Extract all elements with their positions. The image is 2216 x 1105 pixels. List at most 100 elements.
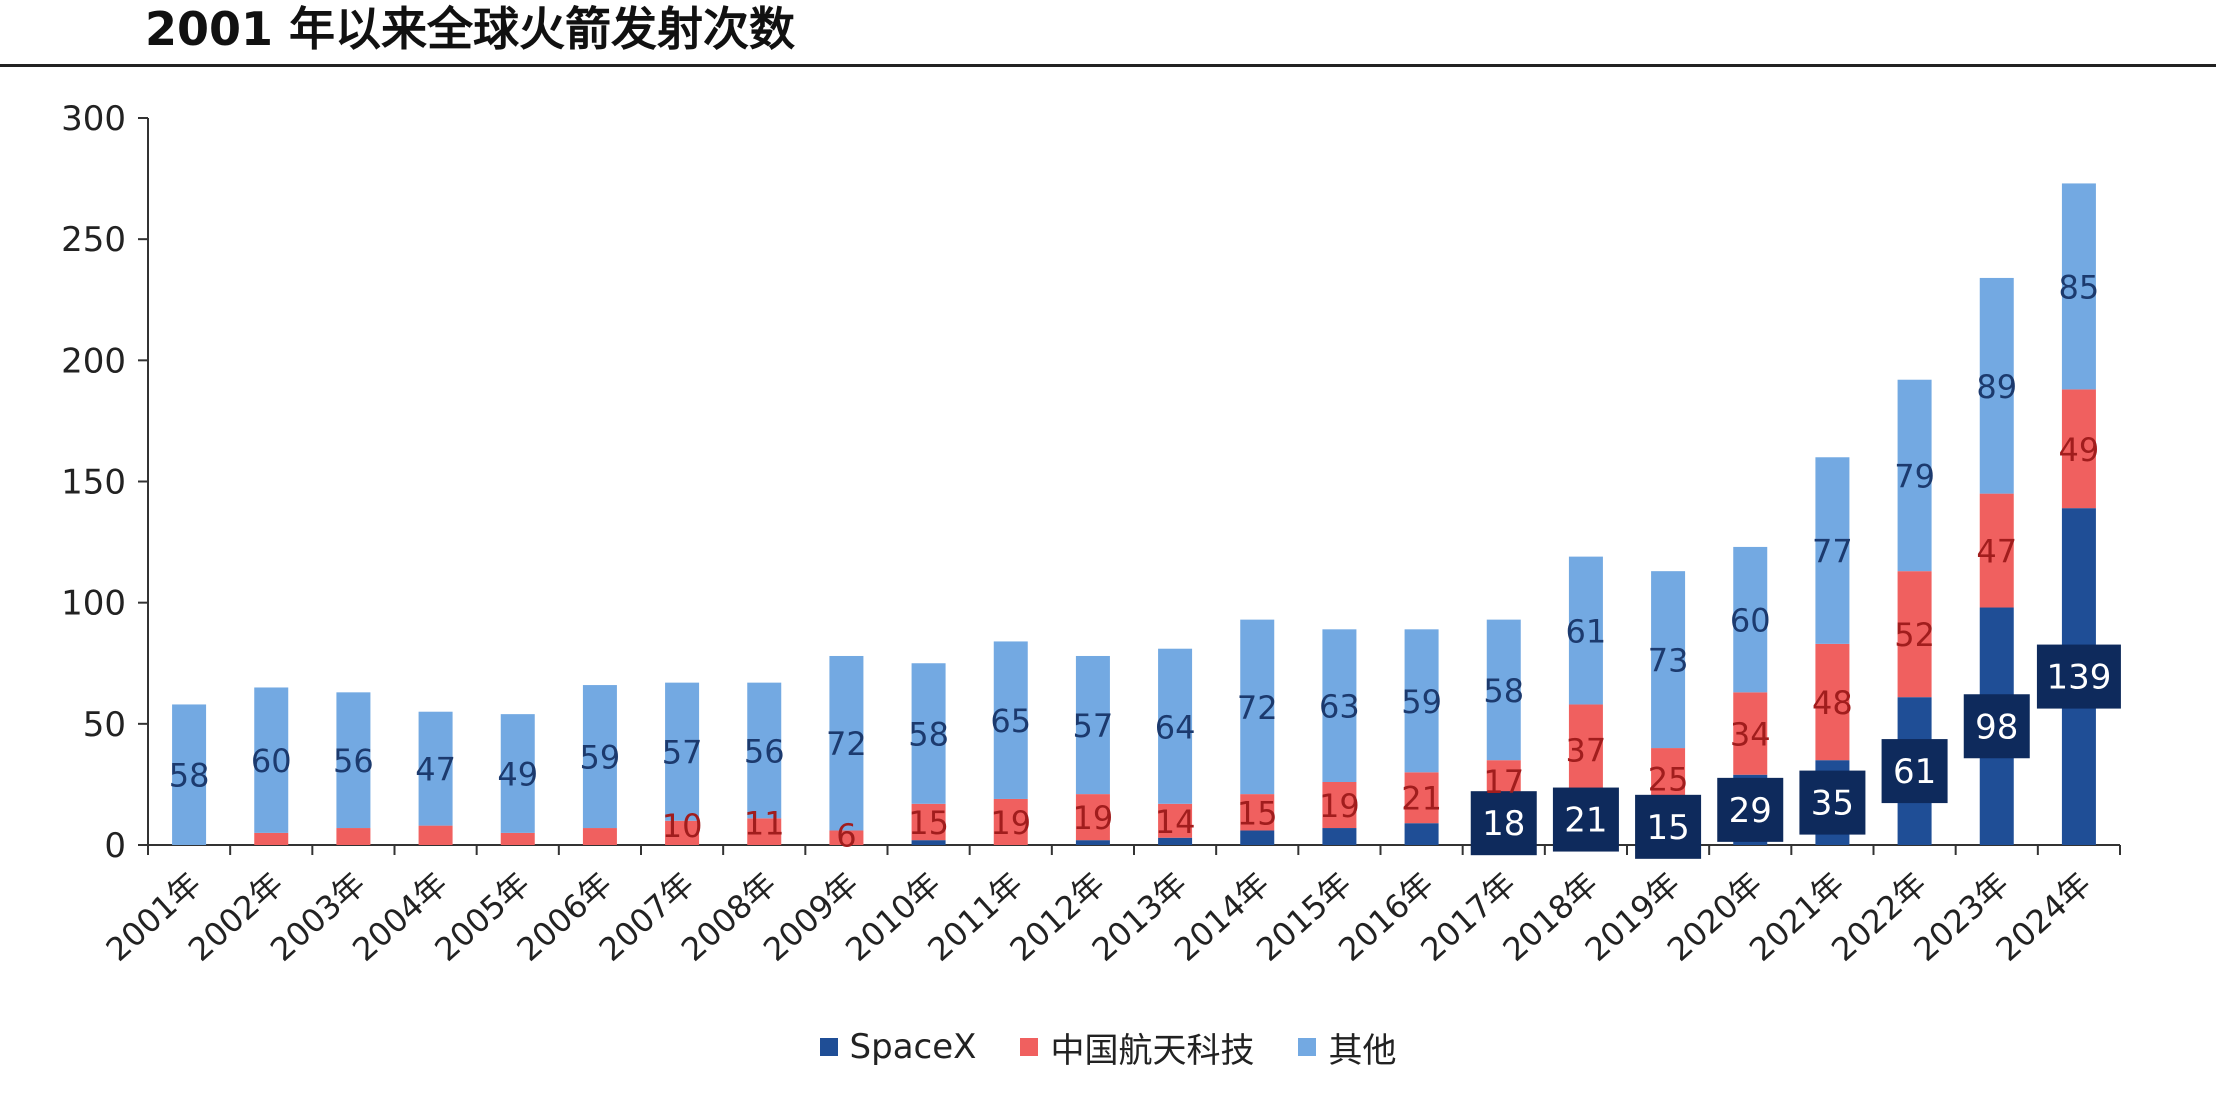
data-label-other: 58: [1483, 672, 1524, 710]
bar-segment-casc: [1404, 772, 1439, 824]
y-tick-label: 300: [61, 99, 126, 139]
bar-segment-other: [2061, 183, 2096, 390]
y-tick-label: 0: [104, 826, 126, 866]
data-label-other: 59: [1401, 683, 1442, 721]
bar-segment-other: [829, 655, 864, 831]
data-label-other: 57: [1073, 707, 1114, 745]
data-label-box-spacex: [1470, 791, 1537, 856]
legend-label-casc: 中国航天科技: [1050, 1030, 1255, 1071]
bar-segment-other: [911, 663, 946, 804]
bar-segment-other: [1075, 655, 1110, 795]
bar-segment-casc: [1075, 794, 1110, 841]
title-rule: [0, 64, 2216, 67]
bar-segment-other: [1733, 546, 1768, 693]
bar-segment-other: [336, 692, 371, 829]
bar-segment-spacex: [1240, 830, 1275, 845]
data-label-other: 60: [1730, 602, 1771, 640]
data-label-other: 47: [415, 751, 456, 789]
legend-swatch-other: [1298, 1038, 1317, 1056]
bar-segment-spacex: [1322, 828, 1357, 845]
data-label-other: 79: [1894, 457, 1935, 495]
data-label-other: 73: [1648, 642, 1689, 680]
data-label-other: 58: [169, 757, 210, 795]
bar-segment-other: [1979, 277, 2014, 494]
bar-segment-casc: [1815, 643, 1850, 761]
bar-segment-other: [1404, 629, 1439, 773]
bar-segment-casc: [665, 820, 700, 845]
bar-segment-spacex: [1158, 837, 1193, 845]
data-label-box-spacex: [1552, 787, 1619, 852]
data-label-casc: 17: [1483, 763, 1524, 801]
data-label-other: 57: [662, 734, 703, 772]
data-label-casc: 10: [662, 807, 703, 845]
bar-segment-other: [747, 682, 782, 819]
bar-segment-other: [1486, 619, 1521, 761]
bars: [172, 183, 2096, 845]
data-label-spacex: 21: [1564, 801, 1607, 841]
bar-segment-casc: [993, 798, 1028, 845]
data-label-other: 49: [497, 756, 538, 794]
data-label-casc: 48: [1812, 684, 1853, 722]
bar-segment-casc: [582, 828, 617, 845]
bar-segment-other: [1322, 629, 1357, 782]
bar-segment-casc: [500, 832, 535, 845]
data-label-spacex: 139: [2046, 658, 2111, 698]
data-label-box-spacex: [1881, 739, 1948, 804]
data-label-spacex: 98: [1975, 707, 2018, 747]
data-label-other: 72: [1237, 689, 1278, 727]
data-label-box-spacex: [1963, 694, 2030, 759]
data-label-other: 56: [744, 732, 785, 770]
bar-segment-other: [418, 711, 453, 826]
data-label-casc: 6: [836, 816, 856, 854]
x-axis: 2001年2002年2003年2004年2005年2006年2007年2008年…: [99, 844, 2121, 969]
data-label-spacex: 15: [1646, 808, 1689, 848]
bar-segment-casc: [2061, 389, 2096, 509]
data-label-other: 77: [1812, 533, 1853, 571]
y-tick-label: 50: [83, 705, 126, 745]
bar-segment-casc: [829, 830, 864, 845]
data-label-other: 56: [333, 742, 374, 780]
data-label-other: 89: [1976, 368, 2017, 406]
y-tick-label: 250: [61, 220, 126, 260]
data-label-other: 58: [908, 716, 949, 754]
data-label-casc: 49: [2059, 431, 2100, 469]
legend-swatch-spacex: [819, 1038, 838, 1056]
data-label-spacex: 35: [1811, 784, 1854, 824]
data-label-spacex: 61: [1893, 752, 1936, 792]
data-label-other: 61: [1566, 613, 1607, 651]
y-tick-label: 150: [61, 463, 126, 503]
data-label-spacex: 29: [1729, 791, 1772, 831]
data-label-other: 72: [826, 725, 867, 763]
bar-segment-other: [254, 687, 289, 833]
x-tick-label: 2024年: [1989, 865, 2099, 969]
bar-segment-casc: [1322, 781, 1357, 829]
bar-segment-spacex: [911, 840, 946, 845]
data-label-box-spacex: [1717, 777, 1784, 842]
bar-segment-other: [582, 685, 617, 829]
data-label-box-spacex: [2036, 644, 2121, 709]
data-label-other: 85: [2059, 268, 2100, 306]
data-label-box-spacex: [1799, 770, 1866, 835]
bar-segment-spacex: [1404, 823, 1439, 845]
bar-segment-casc: [747, 818, 782, 845]
data-label-other: 59: [580, 739, 621, 777]
bar-segment-spacex: [1075, 840, 1110, 845]
data-label-casc: 25: [1648, 760, 1689, 798]
data-label-other: 65: [990, 702, 1031, 740]
bar-segment-other: [500, 714, 535, 833]
legend-item-spacex: SpaceX: [819, 1027, 977, 1067]
bar-segment-other: [172, 704, 207, 845]
bar-segment-casc: [1568, 704, 1603, 795]
data-label-casc: 52: [1894, 616, 1935, 654]
legend-label-spacex: SpaceX: [849, 1027, 977, 1067]
data-label-casc: 15: [908, 804, 949, 842]
bar-segment-other: [1240, 619, 1275, 795]
bar-segment-casc: [254, 832, 289, 845]
data-label-other: 63: [1319, 688, 1360, 726]
bar-segment-casc: [1240, 794, 1275, 831]
data-label-casc: 21: [1401, 780, 1442, 818]
data-label-casc: 19: [1073, 799, 1114, 837]
data-label-casc: 34: [1730, 716, 1771, 754]
data-label-casc: 14: [1155, 803, 1196, 841]
